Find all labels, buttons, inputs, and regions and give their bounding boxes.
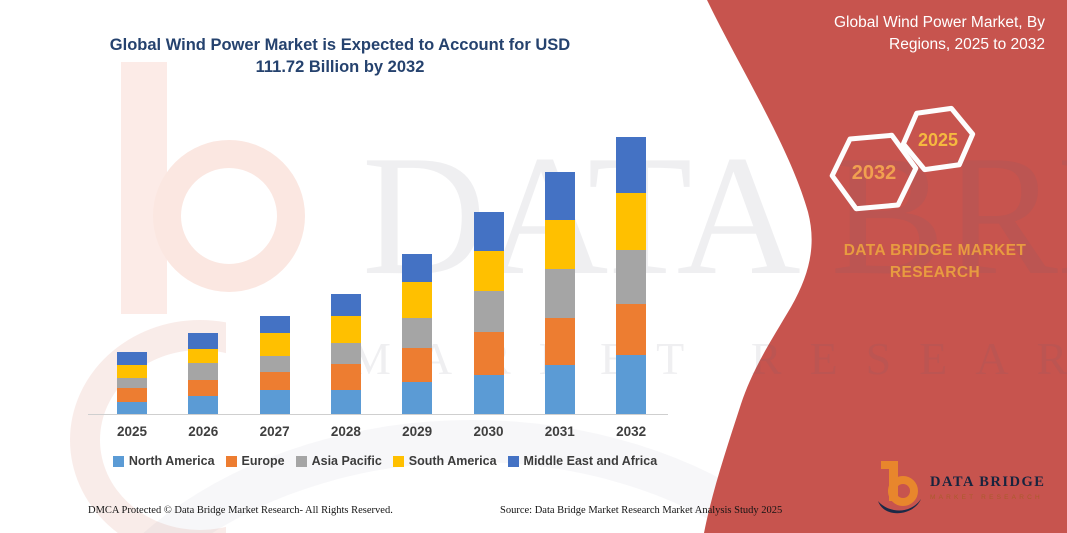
brand-name-text: DATA BRIDGE MARKET RESEARCH (825, 240, 1045, 285)
hexagon-2025 (900, 105, 976, 173)
hexagon-2025-label: 2025 (918, 130, 958, 150)
legend-item-south-america: South America (392, 454, 497, 468)
chart-title: Global Wind Power Market is Expected to … (109, 36, 571, 77)
legend-item-europe: Europe (225, 454, 285, 468)
legend-swatch-icon (507, 455, 519, 467)
logo-name: DATA BRIDGE (930, 473, 1046, 490)
panel-header: Global Wind Power Market, By Regions, 20… (833, 14, 1045, 53)
hexagon-2032-label: 2032 (852, 162, 897, 184)
brand-line1: DATA BRIDGE MARKET (843, 242, 1027, 259)
databridge-logo-icon (878, 461, 921, 514)
legend-label: South America (408, 454, 497, 468)
dmca-text: DMCA Protected © Data Bridge Market Rese… (88, 505, 393, 516)
legend-label: Europe (241, 454, 285, 468)
legend-swatch-icon (225, 455, 237, 467)
databridge-logo: DATA BRIDGE MARKET RESEARCH (876, 460, 1045, 514)
legend-label: North America (128, 454, 215, 468)
legend-item-north-america: North America (112, 454, 215, 468)
legend-item-asia-pacific: Asia Pacific (295, 454, 382, 468)
hexagon-2032 (829, 132, 919, 212)
legend-label: Middle East and Africa (523, 454, 658, 468)
legend-label: Asia Pacific (311, 454, 382, 468)
x-axis-line (88, 414, 668, 415)
legend-swatch-icon (112, 455, 124, 467)
brand-line2: RESEARCH (889, 264, 981, 282)
source-text: Source: Data Bridge Market Research Mark… (500, 505, 783, 516)
legend-item-middle-east-and-africa: Middle East and Africa (507, 454, 658, 468)
logo-subtitle: MARKET RESEARCH (930, 493, 1043, 501)
legend-swatch-icon (392, 455, 404, 467)
legend-swatch-icon (295, 455, 307, 467)
chart-legend: North America Europe Asia Pacific South Ame… (85, 454, 685, 468)
